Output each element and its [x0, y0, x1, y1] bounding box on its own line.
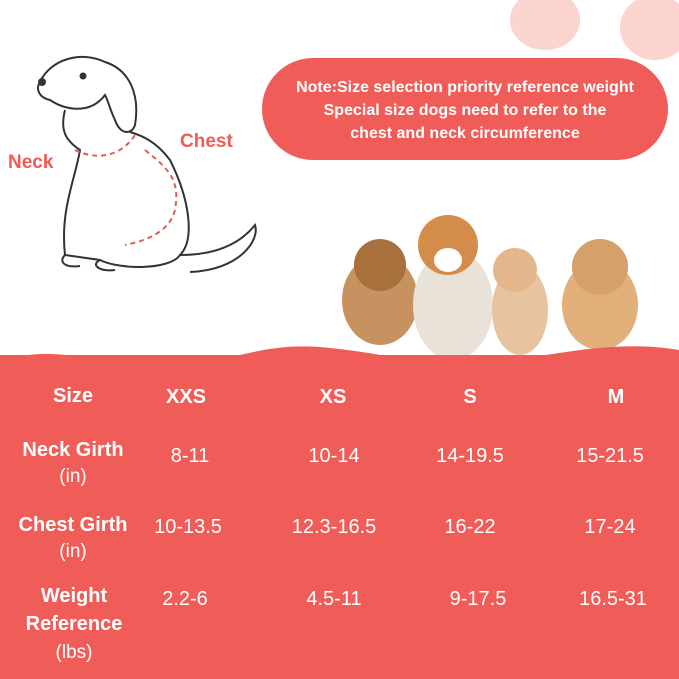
- row-label: Weight Reference: [25, 585, 123, 635]
- row-label-chest: Chest Girth (in): [0, 512, 148, 565]
- size-note-banner: Note:Size selection priority reference w…: [262, 58, 668, 160]
- table-cell: 16.5-31: [579, 588, 647, 610]
- table-cell: 2.2-6: [162, 588, 208, 610]
- table-cell: 17-24: [584, 516, 636, 538]
- note-line: Note:Size selection priority reference w…: [296, 79, 634, 96]
- row-unit: (in): [59, 466, 87, 487]
- table-cell: 15-21.5: [576, 445, 644, 467]
- table-cell: 4.5-11: [306, 588, 362, 610]
- neck-label: Neck: [8, 152, 54, 173]
- table-cell: 8-11: [170, 445, 210, 467]
- table-cell: 10-13.5: [154, 516, 222, 538]
- size-header: M: [607, 386, 625, 408]
- flower-decoration: [510, 0, 580, 50]
- table-cell: 12.3-16.5: [291, 516, 377, 538]
- size-header: XS: [319, 386, 347, 408]
- row-label: Neck Girth: [22, 439, 124, 461]
- note-line: chest and neck circumference: [350, 125, 580, 142]
- row-label-neck: Neck Girth (in): [0, 437, 148, 490]
- row-unit: (in): [59, 541, 87, 562]
- row-label: Chest Girth: [18, 514, 128, 536]
- table-cell: 14-19.5: [436, 445, 504, 467]
- size-header: S: [463, 386, 477, 408]
- table-cell: 16-22: [444, 516, 496, 538]
- size-header-label: Size: [52, 385, 94, 407]
- row-unit: (lbs): [55, 642, 93, 663]
- table-cell: 10-14: [308, 445, 360, 467]
- row-label-weight: Weight Reference (lbs): [14, 582, 134, 667]
- table-cell: 9-17.5: [449, 588, 507, 610]
- flower-decoration: [620, 0, 679, 60]
- chest-label: Chest: [180, 131, 233, 152]
- dog-outline-illustration: [37, 55, 257, 273]
- size-header: XXS: [165, 386, 207, 408]
- dogs-photo: [342, 215, 638, 360]
- size-chart-table: Size XXS XS S M Neck Girth (in) 8-11 10-1…: [0, 355, 679, 679]
- note-line: Special size dogs need to refer to the: [323, 102, 607, 119]
